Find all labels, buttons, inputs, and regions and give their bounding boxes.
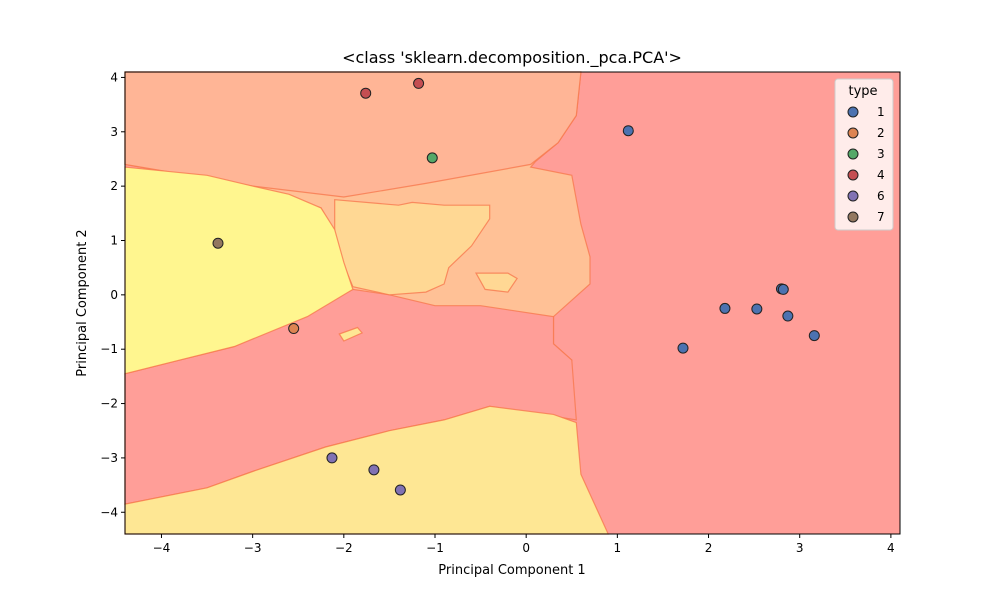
x-axis-label: Principal Component 1: [438, 563, 585, 578]
legend-marker: [847, 148, 859, 160]
x-tick-label: 4: [887, 541, 895, 555]
y-tick-label: −3: [100, 451, 118, 465]
point-type-1: [751, 303, 763, 315]
legend-label: 2: [877, 126, 885, 140]
x-tick-label: 1: [614, 541, 622, 555]
point-type-1: [808, 330, 820, 342]
point-type-1: [777, 283, 789, 295]
legend-marker: [847, 106, 859, 118]
legend-marker: [847, 169, 859, 181]
legend-label: 1: [877, 105, 885, 119]
legend-label: 6: [877, 189, 885, 203]
plot-frame: [124, 71, 901, 535]
point-type-1: [622, 125, 634, 137]
legend-marker: [847, 127, 859, 139]
decision-regions: [124, 71, 900, 535]
y-tick-label: 2: [110, 179, 118, 193]
x-tick-label: 0: [522, 541, 530, 555]
point-type-2: [288, 323, 300, 335]
y-tick-label: 3: [110, 125, 118, 139]
point-type-4: [360, 87, 372, 99]
y-tick-label: 1: [110, 233, 118, 247]
legend-items: 1 2 3 4 6 7: [847, 105, 885, 224]
point-type-6: [394, 484, 406, 496]
region-7: [124, 166, 354, 375]
x-tick-label: 2: [705, 541, 713, 555]
point-type-1: [782, 310, 794, 322]
legend-marker: [847, 190, 859, 202]
legend-label: 3: [877, 147, 885, 161]
y-axis-ticks: −4 −3 −2 −1 0 1 2 3 4: [100, 70, 125, 519]
y-tick-label: 0: [110, 288, 118, 302]
x-tick-label: −3: [244, 541, 262, 555]
region-island-2: [338, 326, 364, 342]
legend-marker: [847, 211, 859, 223]
point-type-3: [426, 152, 438, 164]
point-type-4: [413, 77, 425, 89]
y-tick-label: −1: [100, 342, 118, 356]
x-tick-label: −2: [335, 541, 353, 555]
y-tick-label: −4: [100, 505, 118, 519]
point-type-6: [368, 464, 380, 476]
x-axis-ticks: −4 −3 −2 −1 0 1 2 3 4: [153, 534, 895, 555]
region-island-1: [474, 272, 518, 293]
point-type-1: [677, 342, 689, 354]
legend: type 1 2 3 4 6 7: [834, 78, 894, 231]
x-tick-label: −4: [153, 541, 171, 555]
legend-title: type: [848, 84, 877, 99]
chart-title: <class 'sklearn.decomposition._pca.PCA'>: [342, 48, 682, 68]
legend-label: 4: [877, 168, 885, 182]
x-tick-label: 3: [796, 541, 804, 555]
y-tick-label: 4: [110, 70, 118, 84]
y-axis-label: Principal Component 2: [75, 229, 90, 376]
point-type-6: [326, 452, 338, 464]
point-type-1: [719, 302, 731, 314]
x-tick-label: −1: [426, 541, 444, 555]
y-tick-label: −2: [100, 397, 118, 411]
legend-label: 7: [877, 210, 885, 224]
data-points: [212, 77, 820, 496]
point-type-7: [212, 237, 224, 249]
